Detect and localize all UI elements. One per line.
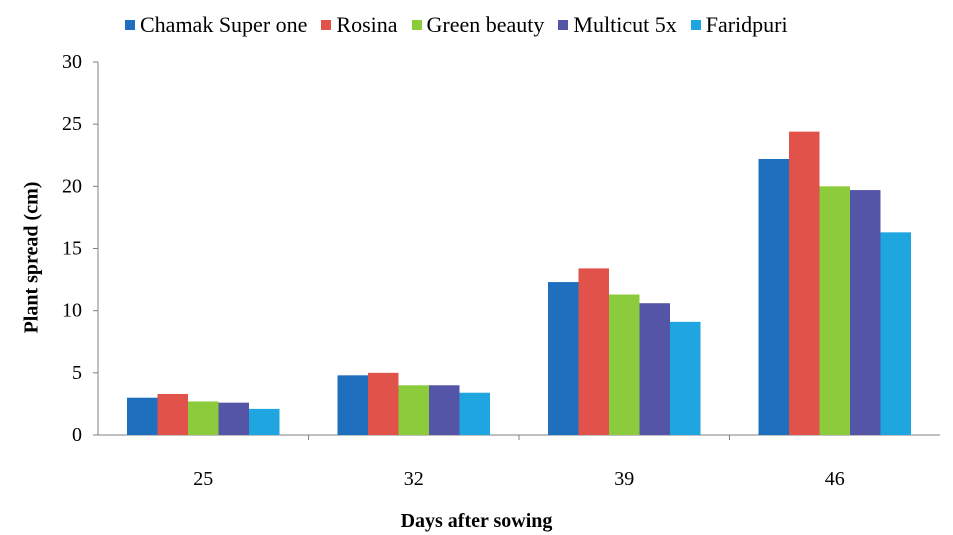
legend-item-multicut: Multicut 5x [558,12,677,38]
legend-swatch-chamak [125,20,135,30]
legend-swatch-green-beauty [411,20,422,30]
bar-rosina-46 [789,131,820,436]
bar-rosina-39 [578,268,609,435]
y-tick-label: 0 [72,424,82,446]
legend-label-green-beauty: Green beauty [426,12,545,37]
bar-multicut-5x-32 [429,385,460,435]
x-tick-label: 32 [404,468,424,490]
bar-multicut-5x-46 [850,190,881,435]
legend-item-chamak: Chamak Super one [125,12,307,38]
y-tick-label: 5 [72,362,82,384]
y-tick-label: 25 [62,113,82,135]
legend-item-faridpuri: Faridpuri [690,12,788,38]
legend-label-multicut: Multicut 5x [573,12,677,37]
y-tick-label: 20 [62,175,82,197]
legend-label-rosina: Rosina [336,12,398,37]
bar-chamak-super-one-32 [337,375,368,435]
bar-faridpuri-25 [249,408,280,435]
legend-swatch-rosina [321,20,332,30]
bar-green-beauty-32 [398,385,429,435]
bar-rosina-32 [368,372,399,435]
legend-swatch-multicut [558,20,569,30]
bar-faridpuri-46 [880,232,911,435]
bar-green-beauty-25 [188,401,219,435]
x-tick-label: 25 [193,468,213,490]
legend-label-faridpuri: Faridpuri [705,12,788,37]
bar-rosina-25 [157,393,188,435]
x-axis-label: Days after sowing [400,510,553,532]
y-tick-label: 30 [62,51,82,73]
x-tick-label: 46 [825,468,845,490]
legend: Chamak Super one Rosina Green beauty Mul… [125,12,788,38]
bar-chamak-super-one-25 [127,397,158,435]
legend-swatch-faridpuri [690,20,701,30]
bar-green-beauty-39 [609,294,640,435]
bar-multicut-5x-39 [639,303,670,435]
legend-label-chamak: Chamak Super one [140,12,308,37]
bar-faridpuri-39 [670,321,701,435]
bar-green-beauty-46 [819,186,850,435]
y-tick-label: 10 [62,300,82,322]
legend-item-green-beauty: Green beauty [411,12,545,38]
legend-item-rosina: Rosina [321,12,398,38]
bar-faridpuri-32 [459,392,490,435]
y-tick-label: 15 [62,238,82,260]
bar-multicut-5x-25 [218,402,249,435]
bar-chamak-super-one-39 [548,282,579,435]
bar-chamak-super-one-46 [758,158,789,436]
x-tick-label: 39 [614,468,634,490]
